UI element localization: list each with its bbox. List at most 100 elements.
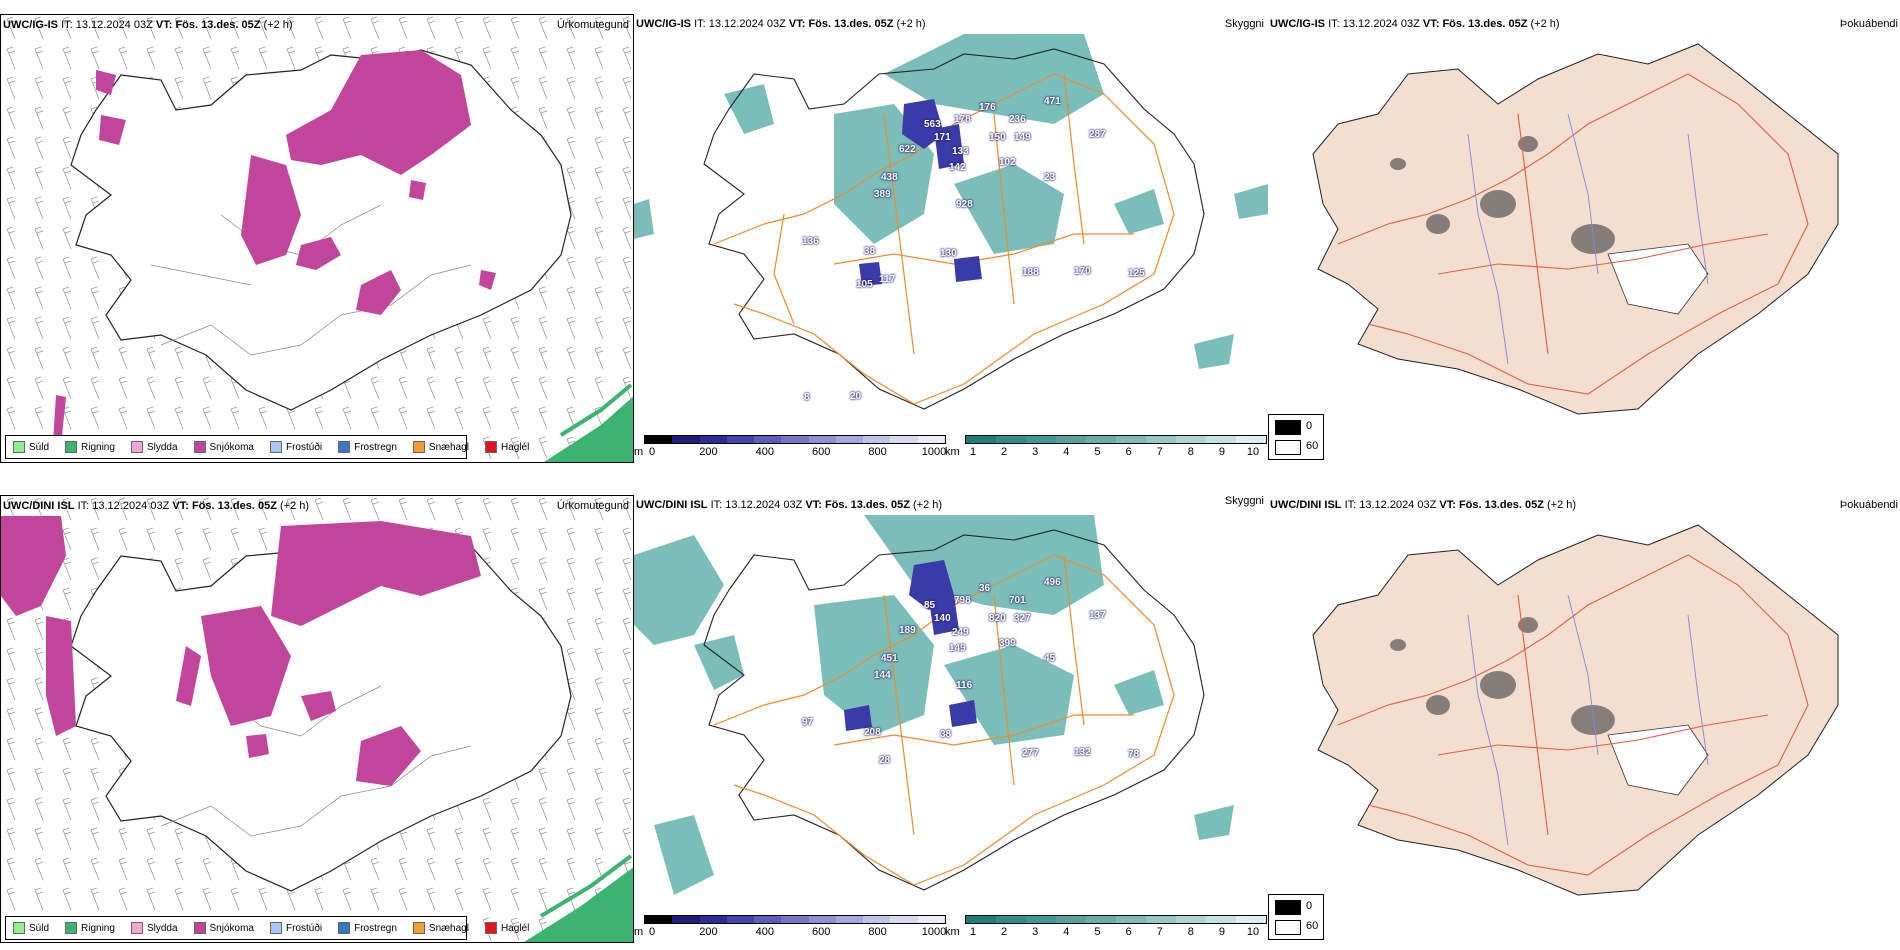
visibility-tick-label: 3	[1032, 446, 1039, 458]
swatch	[412, 441, 425, 453]
cloud-base-tick-label: 600	[812, 926, 831, 938]
legend-label: Frostúði	[285, 922, 323, 934]
legend-item-haglel: Haglél	[484, 441, 530, 453]
legend-item-frostregn: Frostregn	[338, 922, 397, 934]
cloud-header-bottom: UWC/DINI ISL IT: 13.12.2024 03Z VT: Fös.…	[636, 499, 942, 511]
colorbar-cell	[781, 436, 809, 443]
visibility-unit: km	[945, 926, 960, 938]
cloud-base-tick-label: 800	[868, 926, 887, 938]
visibility-tick-label: 6	[1125, 446, 1132, 458]
cloud-base-height-label: 140	[934, 613, 951, 624]
cloud-base-height-label: 38	[864, 246, 876, 257]
colorbar-cell	[1056, 436, 1086, 443]
visibility-tick-label: 9	[1218, 446, 1225, 458]
colorbar-cell	[726, 916, 755, 923]
swatch	[269, 441, 282, 453]
fog-key-swatch-light	[1275, 440, 1301, 455]
cloud-base-height-label: 277	[1022, 748, 1039, 759]
cloud-map-canvas-top	[634, 34, 1268, 410]
swatch	[65, 922, 78, 934]
precip-map-canvas-top	[1, 15, 633, 462]
legend-item-rigning: Rigning	[65, 922, 115, 934]
fog-index-map-bottom: UWC/DINI ISL IT: 13.12.2024 03Z VT: Fös.…	[1268, 495, 1900, 943]
colorbar-cell	[863, 916, 891, 923]
visibility-tick-label: 1	[969, 446, 977, 458]
it-time: 13.12.2024 03Z	[708, 18, 786, 30]
colorbar-cell	[699, 436, 727, 443]
cloud-base-tick-label: 200	[699, 926, 718, 938]
it-time: 13.12.2024 03Z	[725, 499, 803, 511]
vt-label: VT:	[1439, 499, 1456, 511]
legend-label: Súld	[29, 922, 50, 934]
fog-key-swatch-dark	[1275, 900, 1301, 915]
precip-map-canvas-bottom	[1, 496, 633, 942]
legend-label: Haglél	[500, 922, 530, 934]
lead-time: (+2 h)	[896, 18, 926, 30]
cloud-base-height-label: 208	[864, 727, 881, 738]
legend-label: Haglél	[500, 441, 530, 453]
swatch	[130, 441, 143, 453]
vt-time: Fös. 13.des. 05Z	[808, 18, 894, 30]
legend-label: Rigning	[81, 922, 115, 934]
vt-label: VT:	[788, 18, 806, 30]
swatch	[130, 922, 143, 934]
colorbar-cell	[754, 436, 782, 443]
legend-item-snaehagl: Snæhagl	[412, 922, 469, 934]
cloud-base-tick-label: 600	[812, 446, 831, 458]
swatch	[338, 441, 351, 453]
cloud-base-height-label: 45	[1044, 653, 1056, 664]
legend-item-sudl: Súld	[13, 441, 49, 453]
swatch	[484, 441, 497, 453]
legend-item-frostudi: Frostúði	[269, 922, 323, 934]
visibility-tick-label: 3	[1032, 926, 1039, 938]
colorbar-cell	[1236, 916, 1266, 923]
it-time: 13.12.2024 03Z	[1359, 499, 1437, 511]
cloud-base-height-label: 78	[1128, 749, 1140, 760]
it-time: 13.12.2024 03Z	[1342, 18, 1420, 30]
cloud-base-unit: m	[634, 446, 644, 458]
legend-item-haglel: Haglél	[484, 922, 530, 934]
lead-time: (+2 h)	[263, 19, 293, 31]
colorbar-cell	[1116, 916, 1146, 923]
cloud-base-tick-label: 1000	[921, 446, 947, 458]
cloud-base-height-label: 928	[956, 199, 973, 210]
cloud-base-height-label: 150	[989, 132, 1006, 143]
visibility-tick-label: 6	[1125, 926, 1132, 938]
cloud-base-height-label: 23	[1044, 172, 1056, 183]
cloud-base-height-label: 125	[1128, 268, 1145, 279]
colorbar-cell	[966, 916, 996, 923]
colorbar-cell	[726, 436, 755, 443]
cloud-base-height-label: 451	[881, 653, 898, 664]
colorbar-cell	[917, 436, 945, 443]
fog-header-top: UWC/IG-IS IT: 13.12.2024 03Z VT: Fös. 13…	[1270, 18, 1560, 30]
vt-label: VT:	[155, 19, 173, 31]
visibility-tick-label: 2	[1001, 926, 1008, 938]
legend-label: Snjókoma	[209, 441, 254, 453]
it-label: IT:	[694, 18, 706, 30]
swatch	[65, 441, 78, 453]
colorbar-cell	[1146, 436, 1176, 443]
cloud-base-height-label: 820	[989, 613, 1006, 624]
colorbar-cell	[1086, 436, 1116, 443]
colorbar-cell	[699, 916, 727, 923]
cloud-map-canvas-bottom	[634, 515, 1234, 895]
colorbar-cell	[672, 436, 700, 443]
cloud-base-height-label: 105	[856, 279, 873, 290]
cloud-base-height-label: 188	[1022, 267, 1039, 278]
cloud-base-tick-label: 200	[699, 446, 718, 458]
visibility-tick-label: 1	[969, 926, 977, 938]
cloud-base-height-label: 287	[1089, 129, 1106, 140]
colorbar-cell	[917, 916, 945, 923]
colorbar-cell	[754, 916, 782, 923]
it-label: IT:	[77, 500, 90, 512]
it-label: IT:	[1344, 499, 1357, 511]
colorbar-cell	[1146, 916, 1176, 923]
colorbar-cell	[966, 436, 996, 443]
fog-header-bottom: UWC/DINI ISL IT: 13.12.2024 03Z VT: Fös.…	[1270, 499, 1576, 511]
swatch	[13, 922, 25, 934]
fog-key-top: 0 60	[1268, 414, 1324, 460]
lead-time: (+2 h)	[1547, 499, 1577, 511]
cloud-base-height-label: 496	[1044, 577, 1061, 588]
vt-label: VT:	[1422, 18, 1440, 30]
legend-label: Slydda	[146, 441, 178, 453]
